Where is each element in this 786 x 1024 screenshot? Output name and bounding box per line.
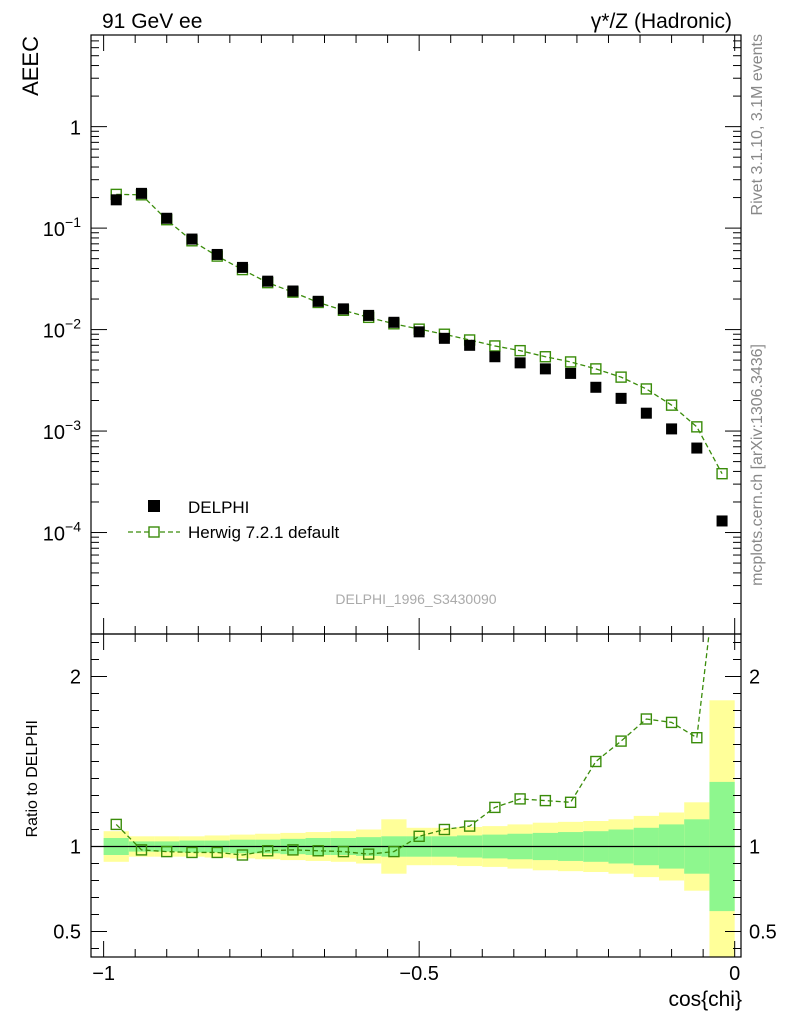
data-point-18 [565, 367, 577, 379]
data-point-4 [211, 248, 223, 260]
ratio-point-12 [413, 830, 425, 842]
mc-point-19 [590, 363, 602, 375]
data-point-20 [615, 392, 627, 404]
ratio-ytick-label-right-1: 1 [749, 837, 760, 859]
ratio-point-7 [287, 844, 299, 856]
legend-mc-marker [148, 526, 160, 538]
ratio-ytick-label-right-0: 0.5 [749, 922, 777, 944]
data-point-24 [716, 515, 728, 527]
ratio-point-4 [211, 846, 223, 859]
xtick-label-0: −1 [92, 963, 115, 985]
data-point-19 [590, 381, 602, 393]
ratio-ytick-label-right-2: 2 [749, 667, 760, 689]
ratio-point-1 [135, 844, 148, 856]
ratio-uncertainty-bands [103, 700, 735, 957]
ratio-ytick-label-left-0: 0.5 [53, 922, 81, 944]
data-point-17 [539, 363, 551, 375]
ratio-mc-series [110, 634, 710, 861]
mc-point-24 [716, 467, 728, 480]
data-point-6 [262, 275, 274, 287]
data-point-14 [464, 339, 476, 351]
ratio-ytick-label-left-1: 1 [70, 837, 81, 859]
data-point-22 [666, 423, 678, 435]
mc-point-20 [615, 371, 627, 383]
legend: DELPHI Herwig 7.2.1 default [128, 498, 339, 542]
ratio-point-3 [186, 846, 198, 859]
data-point-9 [337, 303, 349, 315]
ratio-ytick-label-left-2: 2 [70, 667, 81, 689]
main-ytick-label-1: 10−3 [43, 417, 81, 444]
data-point-2 [161, 212, 173, 224]
rivet-label: Rivet 3.1.10, 3.1M events [749, 34, 766, 215]
ratio-point-9 [337, 845, 350, 858]
main-data-series [110, 187, 728, 527]
ratio-point-2 [161, 845, 173, 858]
ratio-point-6 [261, 845, 274, 857]
main-ytick-label-4: 1 [70, 118, 81, 140]
header-right: γ*/Z (Hadronic) [591, 10, 732, 33]
ratio-point-11 [388, 845, 400, 858]
data-point-7 [287, 285, 299, 297]
data-point-10 [363, 309, 375, 321]
ratio-point-23 [691, 732, 703, 744]
data-point-15 [489, 351, 501, 363]
main-ytick-label-2: 10−2 [43, 316, 81, 343]
ratio-point-10 [362, 848, 375, 860]
mc-point-23 [691, 421, 703, 433]
mc-point-18 [564, 356, 577, 368]
ratio-point-8 [312, 845, 324, 857]
data-point-23 [691, 442, 703, 454]
ratio-point-18 [564, 796, 577, 808]
data-point-11 [388, 316, 400, 328]
ratio-point-21 [640, 713, 653, 725]
ratio-ylabel: Ratio to DELPHI [24, 720, 41, 837]
main-ytick-label-3: 10−1 [43, 214, 81, 241]
legend-data-marker [148, 500, 160, 512]
data-point-13 [438, 332, 450, 344]
main-ylabel: AEEC [18, 36, 43, 96]
ratio-point-20 [615, 735, 627, 747]
analysis-id-label: DELPHI_1996_S3430090 [335, 591, 496, 607]
mc-point-22 [665, 399, 678, 411]
header-left: 91 GeV ee [102, 10, 202, 33]
data-point-8 [312, 295, 324, 307]
xtick-label-1: −0.5 [399, 963, 438, 985]
data-point-21 [640, 407, 652, 419]
data-point-3 [186, 233, 198, 245]
legend-data-label: DELPHI [188, 498, 249, 517]
data-point-5 [236, 261, 248, 273]
data-point-1 [135, 187, 147, 199]
ratio-point-19 [590, 755, 602, 768]
mc-point-17 [539, 351, 552, 363]
ratio-point-0 [110, 818, 122, 831]
mc-point-16 [514, 344, 526, 357]
mc-point-15 [489, 340, 501, 352]
data-point-16 [514, 357, 526, 369]
ratio-point-14 [463, 820, 476, 832]
main-ytick-label-0: 10−4 [43, 519, 81, 546]
ratio-frame [90, 633, 742, 958]
mcplots-label: mcplots.cern.ch [arXiv:1306.3436] [749, 344, 766, 586]
ratio-point-13 [438, 823, 451, 836]
ratio-point-22 [665, 716, 678, 729]
xtick-label-2: 0 [729, 963, 740, 985]
ratio-point-17 [539, 794, 552, 807]
data-point-12 [413, 326, 425, 338]
ratio-point-15 [489, 801, 501, 814]
ratio-point-5 [236, 849, 249, 861]
data-point-0 [110, 194, 122, 206]
legend-mc-label: Herwig 7.2.1 default [188, 523, 339, 542]
ratio-mc-line [115, 634, 710, 856]
mc-point-21 [640, 383, 653, 395]
axis-ticks: 10−4 10−3 10−2 10−1 1 −1 −0.5 0 0.5 0.5 1 1 2 2 [43, 34, 777, 985]
xlabel: cos{chi} [668, 988, 742, 1011]
ratio-point-16 [514, 793, 526, 805]
